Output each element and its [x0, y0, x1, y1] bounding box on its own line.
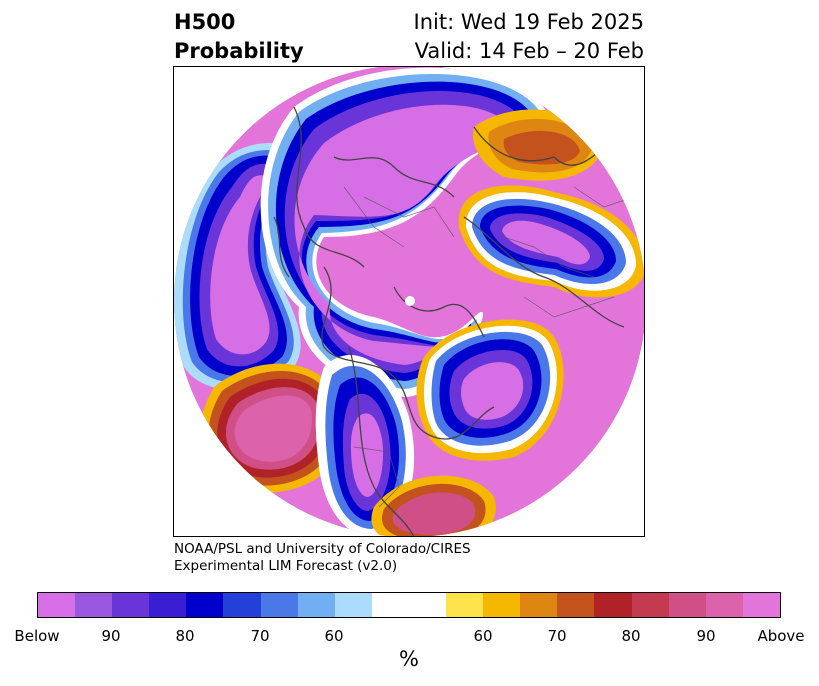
colorbar-cell: [75, 593, 113, 617]
colorbar-cell: [668, 593, 706, 617]
north-pole-marker: [405, 296, 415, 306]
low-western-us: [315, 355, 415, 536]
colorbar-unit: %: [399, 647, 419, 671]
colorbar-tick-label: 90: [101, 627, 121, 645]
colorbar-cell: [557, 593, 595, 617]
low-west-pacific: [174, 143, 314, 390]
colorbar-cell: [334, 593, 372, 617]
high-east-us: [371, 475, 496, 536]
colorbar-tick-label: Above: [757, 627, 805, 645]
colorbar-cell: [223, 593, 261, 617]
colorbar-tick-label: 60: [473, 627, 493, 645]
colorbar-cell: [705, 593, 743, 617]
low-atlantic: [416, 319, 564, 461]
colorbar-tick-label: Below: [14, 627, 60, 645]
colorbar-cell: [260, 593, 298, 617]
colorbar-cell: [520, 593, 558, 617]
colorbar-cell: [112, 593, 150, 617]
colorbar-cell: [186, 593, 224, 617]
low-siberia: [458, 185, 644, 298]
map-title: H500 Probability: [174, 8, 304, 66]
colorbar-cell: [742, 593, 780, 617]
forecast-dates: Init: Wed 19 Feb 2025 Valid: 14 Feb – 20…: [414, 8, 644, 66]
credit-text: NOAA/PSL and University of Colorado/CIRE…: [174, 541, 471, 575]
borders: [343, 186, 635, 508]
colorbar-tick-label: 60: [324, 627, 344, 645]
init-date: Init: Wed 19 Feb 2025: [413, 10, 644, 34]
colorbar-cell: [594, 593, 632, 617]
title-variable: H500: [174, 10, 236, 34]
colorbar: [37, 592, 781, 618]
colorbar-cell: [297, 593, 335, 617]
colorbar-tick-label: 70: [547, 627, 567, 645]
title-type: Probability: [174, 39, 304, 63]
colorbar-cell: [38, 593, 76, 617]
credit-line-2: Experimental LIM Forecast (v2.0): [174, 558, 398, 574]
credit-line-1: NOAA/PSL and University of Colorado/CIRE…: [174, 541, 471, 557]
probability-map-svg: [174, 67, 644, 536]
colorbar-tick-label: 90: [696, 627, 716, 645]
colorbar-cell: [446, 593, 484, 617]
colorbar-tick-label: 80: [621, 627, 641, 645]
valid-range: Valid: 14 Feb – 20 Feb: [414, 39, 644, 63]
colorbar-tick-label: 80: [175, 627, 195, 645]
colorbar-cell: [483, 593, 521, 617]
colorbar-cell: [149, 593, 187, 617]
colorbar-cell: [631, 593, 669, 617]
colorbar-tick-label: 70: [250, 627, 270, 645]
colorbar-cell: [371, 593, 447, 617]
polar-map: [173, 66, 645, 537]
